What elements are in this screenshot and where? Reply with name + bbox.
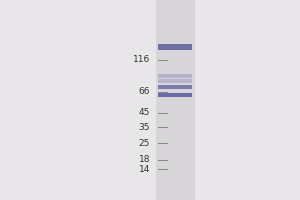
Text: 25: 25	[139, 138, 150, 147]
Text: 45: 45	[139, 108, 150, 117]
Text: 66: 66	[139, 88, 150, 97]
Bar	[158, 85, 192, 89]
Bar	[158, 74, 192, 78]
Bar	[158, 79, 192, 83]
Text: 14: 14	[139, 164, 150, 173]
Bar	[156, 0, 195, 200]
Bar	[158, 93, 192, 97]
Bar	[158, 44, 192, 50]
Text: 18: 18	[139, 156, 150, 164]
Text: 35: 35	[139, 122, 150, 132]
Text: 116: 116	[133, 55, 150, 64]
